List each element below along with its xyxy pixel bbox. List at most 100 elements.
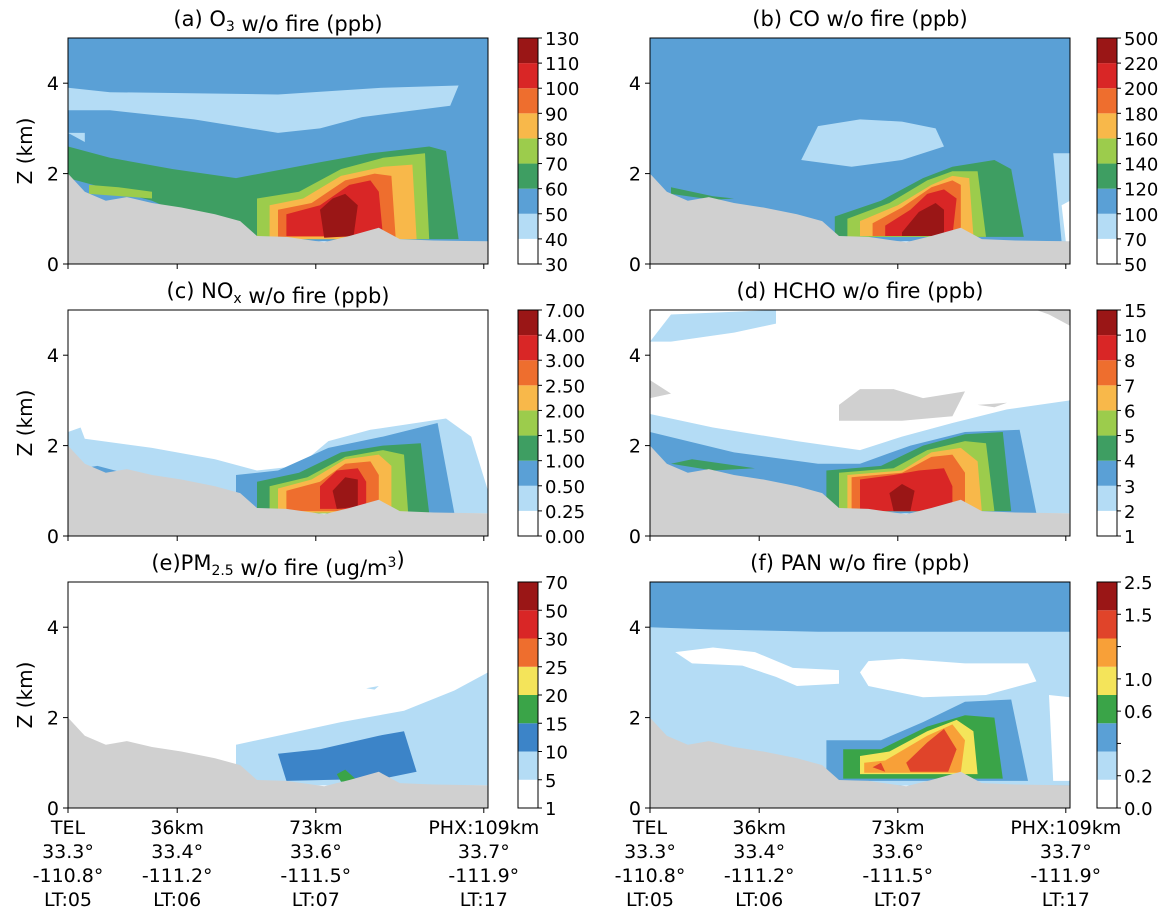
colorbar-tick-label: 0.0 [1124,799,1153,820]
colorbar-tick-label: 15 [545,714,568,735]
colorbar-tick-label: 40 [545,230,568,251]
colorbar-frame [1096,309,1118,537]
y-tick-label: 2 [47,436,59,458]
colorbar-cell [1097,113,1117,139]
y-axis-label: Z (km) [13,662,37,729]
x-axis-labels-0: TEL33.3°-110.8°LT:0536km33.4°-111.2°LT:0… [33,817,540,911]
station-label: 73km [871,817,925,839]
contour-region-1 [68,85,459,133]
station-label: -111.9° [448,865,519,887]
colorbar-cell [518,38,538,64]
y-tick-label: 2 [629,708,641,730]
station-label: -111.5° [862,865,933,887]
plot-frame [649,581,1071,809]
colorbar-tick-label: 1.50 [545,427,585,448]
colorbar-tick-label: 180 [1124,104,1158,125]
colorbar-tick-label: 0.50 [545,477,585,498]
colorbar-cell [518,88,538,114]
station-label: 33.7° [458,841,510,863]
colorbar-tick-label: 2.5 [1124,573,1153,594]
colorbar-cell [1097,38,1117,64]
station-label: LT:06 [153,889,201,911]
x-axis-labels-1: TEL33.3°-110.8°LT:0536km33.4°-111.2°LT:0… [615,817,1122,911]
colorbar-tick-label: 50 [545,601,568,622]
colorbar-tick-label: 50 [1124,255,1147,276]
colorbar-cell [1097,213,1117,239]
colorbar-cell [1097,188,1117,214]
colorbar-cell [518,435,538,461]
chart-title-part: 3 [388,555,397,571]
plot-frame [67,581,489,809]
station-label: TEL [50,817,86,839]
colorbar-tick-label: 70 [545,573,568,594]
colorbar-tick-label: 140 [1124,155,1158,176]
chart-title-part: w/o fire (ppb) [242,284,390,308]
colorbar-tick-label: 130 [545,29,579,50]
chart-title-part: ) [396,548,404,572]
colorbar-tick-label: 100 [1124,205,1158,226]
colorbar-cell [1097,510,1117,536]
colorbar-cell [518,360,538,386]
colorbar-cell [518,610,538,639]
terrain [68,717,488,808]
colorbar-tick-label: 200 [1124,79,1158,100]
chart-title: (d) HCHO w/o fire (ppb) [737,279,984,303]
contour-region-4 [671,187,734,200]
colorbar-cell [1097,360,1117,386]
colorbar-cell [1097,751,1117,780]
y-tick-label: 2 [629,436,641,458]
colorbar-tick-label: 60 [545,180,568,201]
contour-region-10 [902,203,944,236]
plot-frame [649,309,1071,537]
station-label: -110.8° [615,865,686,887]
contour-region-9 [889,484,915,512]
chart-title-part: (d) HCHO w/o fire (ppb) [737,279,984,303]
y-tick-label: 4 [629,617,641,639]
colorbar-cell [1097,63,1117,89]
contour-region-2 [675,647,839,686]
station-label: 36km [732,817,786,839]
colorbar-cell [1097,460,1117,486]
colorbar-tick-label: 7 [1124,376,1135,397]
terrain [68,445,488,536]
station-label: -111.9° [1030,865,1101,887]
colorbar-cell [1097,385,1117,411]
station-label: 33.3° [42,841,94,863]
y-tick-label: 2 [47,708,59,730]
plot-area [68,38,488,264]
contour-region-1 [366,686,379,690]
plot-frame [67,309,489,537]
colorbar-tick-label: 2.00 [545,401,585,422]
contour-region-3 [860,658,1037,698]
contour-region-12 [977,402,1007,408]
colorbar-cell [518,751,538,780]
chart-title-part: w/o fire (ug/m [234,556,388,580]
chart-panel-d: 0 2 4 (d) HCHO w/o fire (ppb) 1 2 3 4 5 6 7 8 10 15 [629,279,1147,548]
colorbar-tick-label: 2 [1124,502,1135,523]
station-label: LT:07 [874,889,922,911]
colorbar-cell [518,485,538,511]
chart-title-part: 3 [226,19,235,35]
contour-region-2 [278,731,417,781]
colorbar-tick-label: 1 [545,799,556,820]
colorbar-tick-label: 110 [545,54,579,75]
y-tick-label: 2 [47,164,59,186]
contour-region-1 [801,119,944,167]
colorbar-tick-label: 100 [545,79,579,100]
colorbar-tick-label: 0.6 [1124,702,1153,723]
station-label: 73km [289,817,343,839]
colorbar-cell [518,113,538,139]
station-label: TEL [632,817,668,839]
plot-area [650,310,1070,536]
chart-title-part: (e)PM [151,551,211,575]
plot-area [650,38,1070,264]
colorbar-cell [1097,779,1117,808]
station-label: LT:05 [626,889,674,911]
colorbar-cell [1097,88,1117,114]
colorbar-tick-label: 25 [545,658,568,679]
contour-region-3 [671,459,755,471]
colorbar-cell [518,638,538,667]
colorbar-tick-label: 30 [545,255,568,276]
station-label: 33.7° [1040,841,1092,863]
